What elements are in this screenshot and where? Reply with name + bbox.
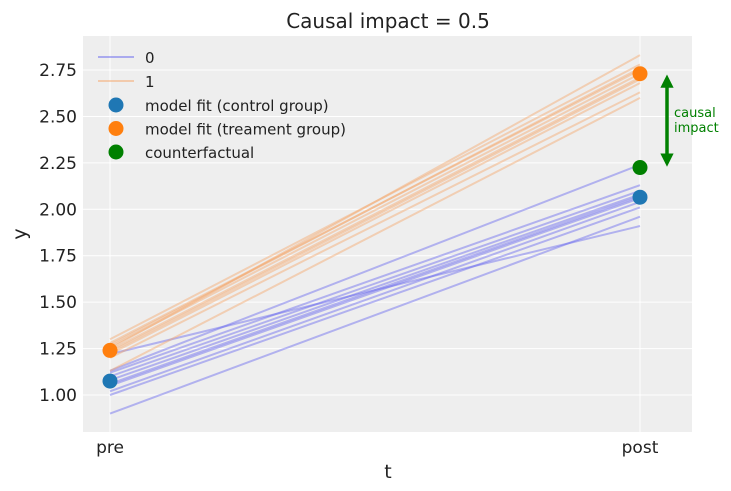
group-0-line: [109, 197, 641, 387]
y-tick-label: 1.50: [39, 293, 77, 313]
group-1-line: [109, 63, 641, 341]
x-tick-label: post: [622, 438, 659, 458]
group-0-line: [109, 200, 641, 393]
x-axis-label: t: [384, 461, 391, 483]
legend-label: model fit (treament group): [145, 121, 346, 139]
group-1-line: [109, 69, 641, 344]
group-1-line: [109, 54, 641, 350]
group-0-line: [109, 193, 641, 382]
group-0-line: [109, 225, 641, 356]
point-model-fit-treament-group-: [102, 342, 118, 358]
y-tick-label: 1.00: [39, 386, 77, 406]
x-tick-label: pre: [96, 438, 124, 458]
group-0-line: [109, 163, 641, 372]
group-0-line: [109, 184, 641, 374]
legend-label: counterfactual: [145, 144, 254, 162]
y-tick-label: 1.75: [39, 247, 77, 267]
group-1-line: [109, 76, 641, 352]
point-model-fit-control-group-: [632, 189, 648, 205]
y-tick-label: 2.00: [39, 200, 77, 220]
group-0-line: [109, 206, 641, 396]
group-1-line: [109, 67, 641, 346]
point-model-fit-treament-group-: [632, 66, 648, 82]
arrow-head-down: [660, 153, 674, 167]
legend-label: 0: [145, 49, 155, 67]
y-tick-label: 2.75: [39, 61, 77, 81]
legend-label: model fit (control group): [145, 97, 329, 115]
group-1-line: [109, 72, 641, 348]
legend-label: 1: [145, 73, 155, 91]
y-tick-label: 2.50: [39, 107, 77, 127]
annotation-text: impact: [674, 121, 719, 136]
chart-title: Causal impact = 0.5: [286, 9, 490, 33]
group-1-line: [109, 82, 641, 356]
group-0-line: [109, 195, 641, 385]
group-1-line: [109, 96, 641, 372]
y-tick-label: 1.25: [39, 340, 77, 360]
legend-marker: [108, 144, 124, 160]
group-1-line: [109, 91, 641, 359]
plot-area: [83, 36, 692, 432]
legend-marker: [108, 121, 124, 136]
arrow-head-up: [660, 74, 674, 88]
point-counterfactual: [632, 160, 648, 176]
annotation-text: causal: [674, 106, 716, 121]
group-0-line: [109, 215, 641, 415]
group-1-line: [109, 78, 641, 354]
group-0-line: [109, 189, 641, 378]
legend-marker: [108, 97, 124, 113]
y-tick-label: 2.25: [39, 154, 77, 174]
point-model-fit-control-group-: [102, 373, 118, 389]
y-axis-label: y: [9, 228, 31, 239]
